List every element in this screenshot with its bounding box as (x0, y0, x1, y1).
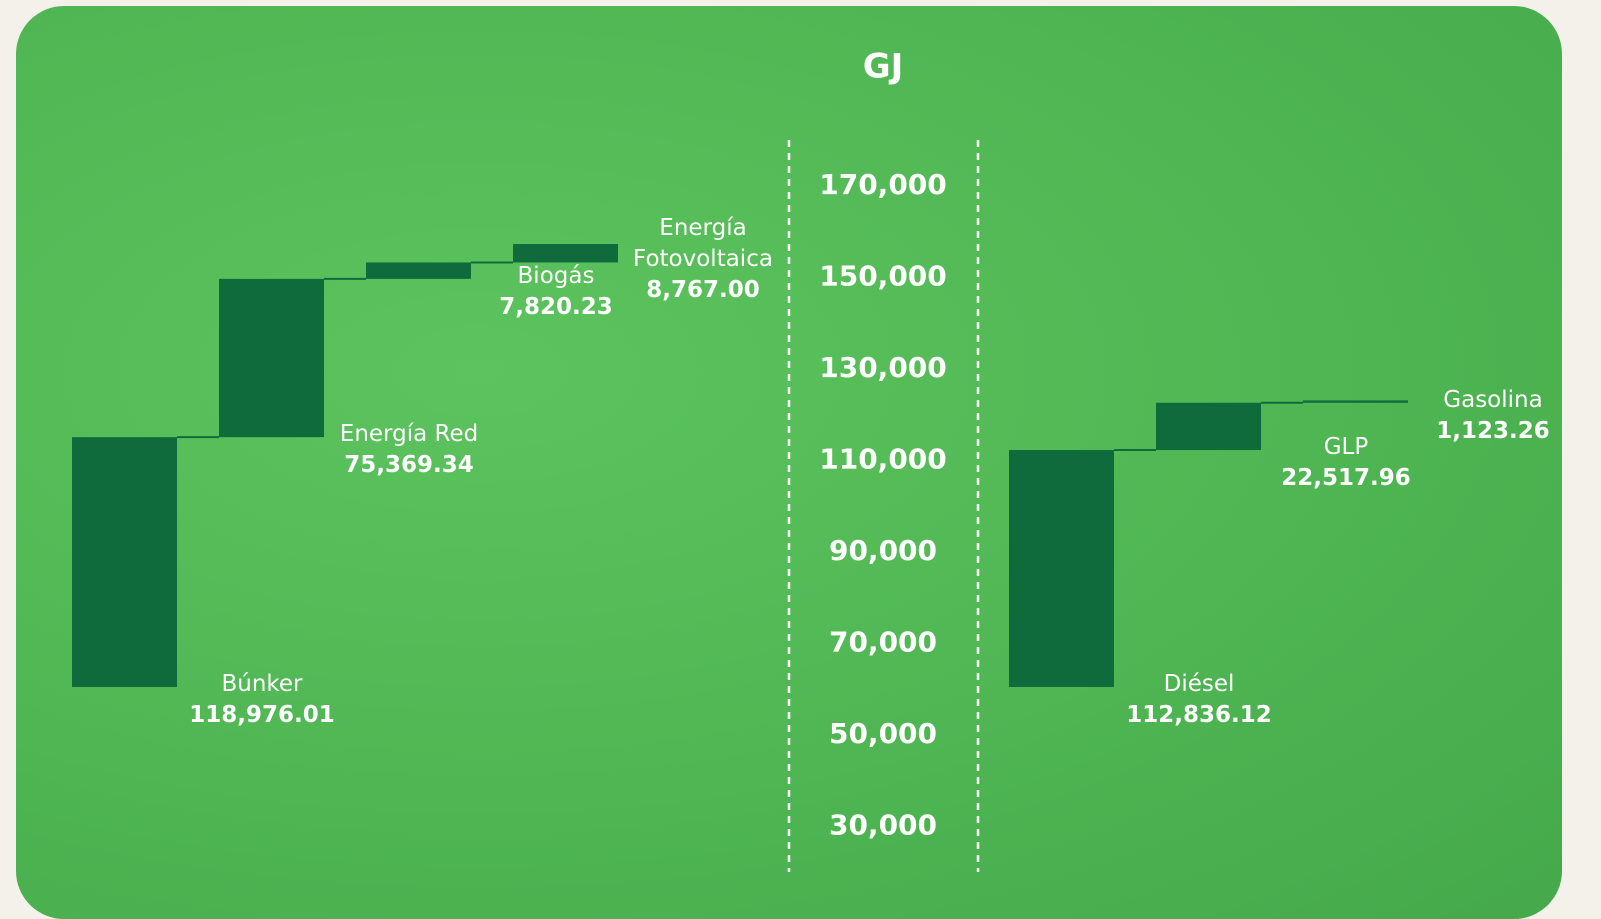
y-tick-label: 170,000 (819, 168, 947, 201)
bar-label: GLP 22,517.96 (1226, 432, 1466, 494)
value-label: 1,123.26 (1436, 417, 1550, 444)
bar-label: Biogás 7,820.23 (436, 261, 676, 323)
y-tick-label: 30,000 (829, 808, 937, 841)
y-tick-label: 70,000 (829, 625, 937, 658)
bar (513, 244, 618, 263)
value-label: 8,767.00 (646, 277, 760, 304)
bar (219, 278, 324, 438)
bar (1156, 402, 1261, 451)
value-label: 118,976.01 (189, 702, 335, 728)
value-label: 7,820.23 (499, 293, 613, 320)
category-label: Energía Red (339, 421, 479, 448)
bar (1009, 450, 1114, 687)
bar (366, 262, 471, 279)
bar-label: Energía Fotovoltaica 8,767.00 (618, 213, 788, 306)
category-label: Diésel (1163, 671, 1235, 697)
value-label: 75,369.34 (344, 452, 474, 479)
y-tick-label: 110,000 (819, 442, 947, 475)
category-label: Gasolina (1443, 386, 1543, 413)
chart: GJ 170,000 150,000 130,000 110,000 90,000 70,… (72, 47, 1408, 872)
chart-card: GJ 170,000 150,000 130,000 110,000 90,000 70,… (16, 6, 1562, 919)
category-label: Biogás (517, 262, 595, 289)
bar-label: Gasolina 1,123.26 (1373, 385, 1562, 447)
bar-label: Búnker 118,976.01 (142, 669, 382, 731)
bar (72, 437, 177, 687)
category-label: Energía Fotovoltaica (633, 215, 773, 273)
bar-label: Diésel 112,836.12 (1079, 669, 1319, 731)
bar-label: Energía Red 75,369.34 (289, 419, 529, 481)
y-tick-label: 50,000 (829, 717, 937, 750)
category-label: GLP (1323, 434, 1369, 461)
category-label: Búnker (221, 671, 303, 697)
value-label: 112,836.12 (1126, 702, 1272, 728)
axis-label: GJ (863, 47, 904, 87)
y-tick-label: 130,000 (819, 351, 947, 384)
bar (1303, 400, 1408, 403)
value-label: 22,517.96 (1281, 465, 1411, 492)
y-tick-label: 150,000 (819, 259, 947, 292)
y-tick-label: 90,000 (829, 534, 937, 567)
